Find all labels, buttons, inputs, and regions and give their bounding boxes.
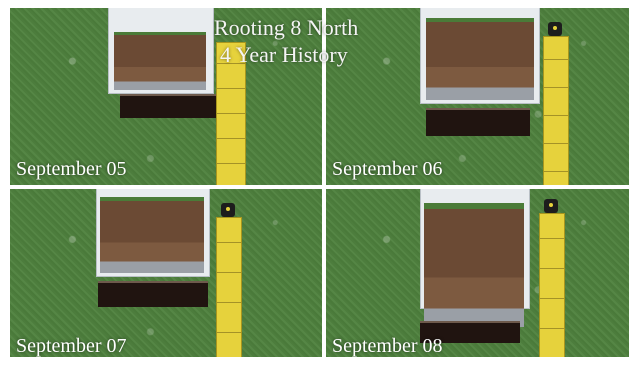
panel-caption: September 08: [332, 335, 443, 357]
panel-september-06: September 06: [326, 8, 629, 185]
title-line-1: Rooting 8 North: [214, 15, 359, 40]
tape-hook-icon: [221, 203, 235, 217]
panel-september-05: September 05: [10, 8, 322, 185]
title-line-2: 4 Year History: [220, 42, 348, 67]
core-hole: [120, 94, 216, 118]
core-hole: [426, 108, 530, 136]
panel-caption: September 07: [16, 335, 127, 357]
panel-caption: September 05: [16, 158, 127, 180]
measuring-tape-icon: [543, 36, 569, 185]
panel-caption: September 06: [332, 158, 443, 180]
core-hole: [98, 281, 208, 307]
tape-hook-icon: [548, 22, 562, 36]
measuring-tape-icon: [216, 42, 246, 185]
tape-hook-icon: [544, 199, 558, 213]
measuring-tape-icon: [216, 217, 242, 357]
soil-core-sample: [100, 197, 204, 273]
soil-core-sample: [114, 32, 206, 90]
panel-september-07: September 07: [10, 189, 322, 357]
soil-core-sample: [426, 18, 534, 100]
soil-core-sample: [424, 203, 524, 327]
measuring-tape-icon: [539, 213, 565, 357]
core-hole: [420, 321, 520, 343]
panel-september-08: September 08: [326, 189, 629, 357]
collage-title: Rooting 8 North 4 Year History: [214, 14, 358, 68]
